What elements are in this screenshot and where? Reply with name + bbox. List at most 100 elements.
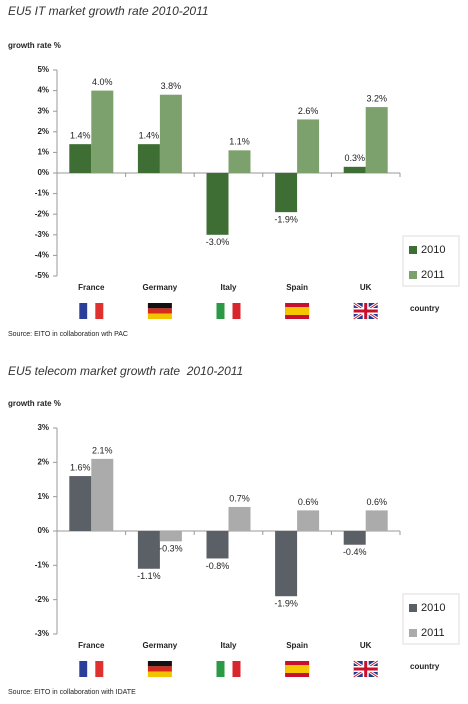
y-tick-label: 2% xyxy=(37,457,49,466)
x-tick-label: Germany xyxy=(143,283,178,292)
value-label: 0.3% xyxy=(344,153,365,163)
value-label: 0.6% xyxy=(366,497,387,507)
chart-title: EU5 telecom market growth rate 2010-2011 xyxy=(8,364,243,378)
flag-stripe xyxy=(87,303,96,319)
x-tick-label: Italy xyxy=(220,641,237,650)
value-label: -1.9% xyxy=(274,599,298,609)
y-axis-label: growth rate % xyxy=(8,41,61,50)
y-tick-label: -2% xyxy=(35,595,49,604)
flag-stripe xyxy=(147,661,172,667)
y-tick-label: 2% xyxy=(37,127,49,136)
flag xyxy=(79,303,104,319)
x-tick-label: UK xyxy=(360,641,372,650)
legend-label: 2010 xyxy=(421,244,445,256)
flag-stripe xyxy=(216,661,225,677)
y-tick-label: -1% xyxy=(35,189,49,198)
x-tick-label: Spain xyxy=(286,641,308,650)
flag xyxy=(352,301,379,321)
flag xyxy=(79,661,104,677)
y-tick-label: 5% xyxy=(37,65,49,74)
y-tick-label: -3% xyxy=(35,230,49,239)
chart-title: EU5 IT market growth rate 2010-2011 xyxy=(8,4,209,18)
x-tick-label: France xyxy=(78,283,105,292)
flag xyxy=(285,303,310,319)
flag-stripe xyxy=(147,666,172,672)
x-tick-label: Italy xyxy=(220,283,237,292)
bar xyxy=(137,144,160,173)
y-tick-label: 1% xyxy=(37,148,49,157)
value-label: -1.9% xyxy=(274,215,298,225)
bar xyxy=(275,173,298,213)
bar xyxy=(69,476,92,531)
flag-stripe xyxy=(224,661,233,677)
flag-cross xyxy=(353,309,378,313)
chart: EU5 IT market growth rate 2010-2011 growt… xyxy=(8,4,460,338)
y-tick-label: -3% xyxy=(35,629,49,638)
y-tick-label: 3% xyxy=(37,106,49,115)
y-axis-label: growth rate % xyxy=(8,399,61,408)
flag-stripe xyxy=(147,308,172,314)
bar xyxy=(159,531,182,542)
bar xyxy=(159,94,182,173)
chart: EU5 telecom market growth rate 2010-2011… xyxy=(8,364,460,696)
y-tick-label: 0% xyxy=(37,168,49,177)
value-label: -0.3% xyxy=(159,544,183,554)
bar xyxy=(137,531,160,569)
value-label: 3.8% xyxy=(161,81,182,91)
value-label: -0.4% xyxy=(343,547,367,557)
flag xyxy=(147,303,172,319)
flag-stripe xyxy=(285,307,310,315)
source: Source: EITO in collaboration wth PAC xyxy=(8,331,128,338)
y-tick-label: -2% xyxy=(35,209,49,218)
legend-label: 2011 xyxy=(421,269,445,281)
value-label: 1.4% xyxy=(70,131,91,141)
value-label: 0.6% xyxy=(298,497,319,507)
y-tick-label: -5% xyxy=(35,271,49,280)
flag-stripe xyxy=(285,665,310,673)
flag-cross xyxy=(353,667,378,671)
value-label: 2.6% xyxy=(298,106,319,116)
x-axis-label: country xyxy=(410,304,440,313)
bar xyxy=(91,90,114,173)
bar xyxy=(69,144,92,173)
x-axis-label: country xyxy=(410,662,440,671)
flag xyxy=(285,661,310,677)
bar xyxy=(228,506,251,531)
value-label: 1.1% xyxy=(229,137,250,147)
flag xyxy=(216,661,241,677)
legend-swatch xyxy=(409,629,417,637)
y-tick-label: 1% xyxy=(37,492,49,501)
legend-label: 2011 xyxy=(421,627,445,639)
value-label: 2.1% xyxy=(92,445,113,455)
x-tick-label: Spain xyxy=(286,283,308,292)
flag-stripe xyxy=(95,661,104,677)
legend-swatch xyxy=(409,271,417,279)
value-label: -0.8% xyxy=(206,561,230,571)
bar xyxy=(365,107,388,173)
bar xyxy=(343,166,366,173)
value-label: 1.4% xyxy=(139,131,160,141)
flag xyxy=(216,303,241,319)
flag-stripe xyxy=(79,303,88,319)
value-label: 4.0% xyxy=(92,77,113,87)
legend-label: 2010 xyxy=(421,602,445,614)
y-tick-label: -1% xyxy=(35,560,49,569)
flag xyxy=(352,659,379,679)
flag-stripe xyxy=(79,661,88,677)
flag-stripe xyxy=(224,303,233,319)
y-tick-label: 4% xyxy=(37,86,49,95)
bar xyxy=(365,510,388,531)
legend-swatch xyxy=(409,246,417,254)
flag-stripe xyxy=(87,661,96,677)
bar xyxy=(206,173,229,235)
y-tick-label: 3% xyxy=(37,423,49,432)
flag-stripe xyxy=(147,671,172,677)
flag-stripe xyxy=(147,303,172,309)
legend-swatch xyxy=(409,604,417,612)
bar xyxy=(297,510,320,531)
flag-stripe xyxy=(216,303,225,319)
bar xyxy=(343,531,366,545)
flag-stripe xyxy=(147,313,172,319)
bar xyxy=(275,531,298,597)
